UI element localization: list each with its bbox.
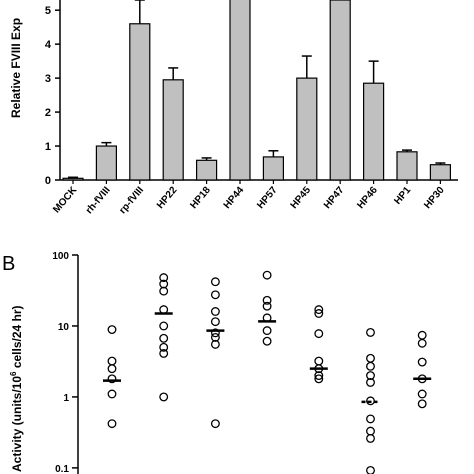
data-point — [107, 325, 117, 335]
data-point — [262, 336, 272, 346]
data-point — [366, 328, 375, 337]
data-point — [159, 321, 169, 331]
bar — [429, 164, 451, 181]
data-point — [210, 307, 220, 316]
bar — [95, 145, 118, 181]
y-tick-label: 3 — [45, 73, 51, 85]
bar — [296, 77, 318, 181]
y-tick-label: 0 — [45, 175, 51, 187]
bar — [162, 79, 184, 181]
data-point — [210, 317, 220, 327]
y-tick-label: 5 — [45, 5, 51, 17]
data-point — [417, 389, 427, 399]
data-point — [417, 399, 427, 409]
data-point — [262, 301, 272, 311]
data-point — [159, 348, 169, 358]
bar — [196, 159, 218, 181]
data-point — [107, 374, 117, 384]
data-point — [366, 377, 375, 387]
data-point — [366, 371, 375, 381]
data-point — [314, 374, 324, 384]
data-point — [210, 419, 220, 429]
y-axis-label: Activity (units/106 cells/24 hr) — [9, 305, 24, 472]
data-point — [366, 414, 375, 424]
y-tick-label: 4 — [45, 39, 52, 51]
data-point — [159, 333, 169, 343]
data-point — [159, 273, 169, 283]
data-point — [417, 338, 427, 348]
data-point — [159, 286, 169, 296]
data-point — [366, 433, 375, 443]
data-point — [159, 392, 169, 402]
data-point — [314, 309, 324, 318]
y-axis-label: Relative FVIII Exp — [9, 18, 23, 118]
data-point — [314, 371, 324, 381]
bar — [396, 151, 418, 181]
panel-label: B — [2, 253, 15, 275]
y-axis-label-part: cells/24 hr) — [10, 305, 24, 371]
data-point — [262, 295, 272, 305]
y-tick-label: 1 — [45, 141, 51, 153]
y-tick-label: 1 — [63, 393, 69, 404]
bar — [262, 156, 284, 181]
data-point — [417, 357, 427, 367]
y-axis-label-superscript: 6 — [9, 371, 18, 376]
data-point — [262, 270, 272, 280]
data-point — [107, 389, 117, 399]
data-point — [366, 361, 375, 371]
data-point — [210, 277, 220, 287]
data-point — [210, 328, 220, 338]
bar — [62, 177, 84, 181]
data-point — [107, 419, 117, 429]
bar — [363, 82, 385, 181]
data-point — [107, 364, 117, 374]
data-point — [314, 305, 324, 315]
y-tick-label: 10 — [58, 322, 70, 333]
bar — [329, 0, 351, 181]
data-point — [366, 466, 375, 474]
bar — [129, 23, 151, 181]
data-point — [210, 339, 220, 349]
data-point — [314, 329, 324, 339]
y-tick-label: 0.1 — [55, 464, 69, 474]
data-point — [210, 290, 220, 300]
bar — [229, 0, 251, 181]
y-axis-label-part: Activity (units/10 — [10, 376, 24, 472]
y-tick-label: 100 — [52, 251, 69, 262]
y-tick-label: 2 — [45, 107, 51, 119]
data-point — [262, 326, 272, 336]
data-point — [159, 342, 169, 352]
